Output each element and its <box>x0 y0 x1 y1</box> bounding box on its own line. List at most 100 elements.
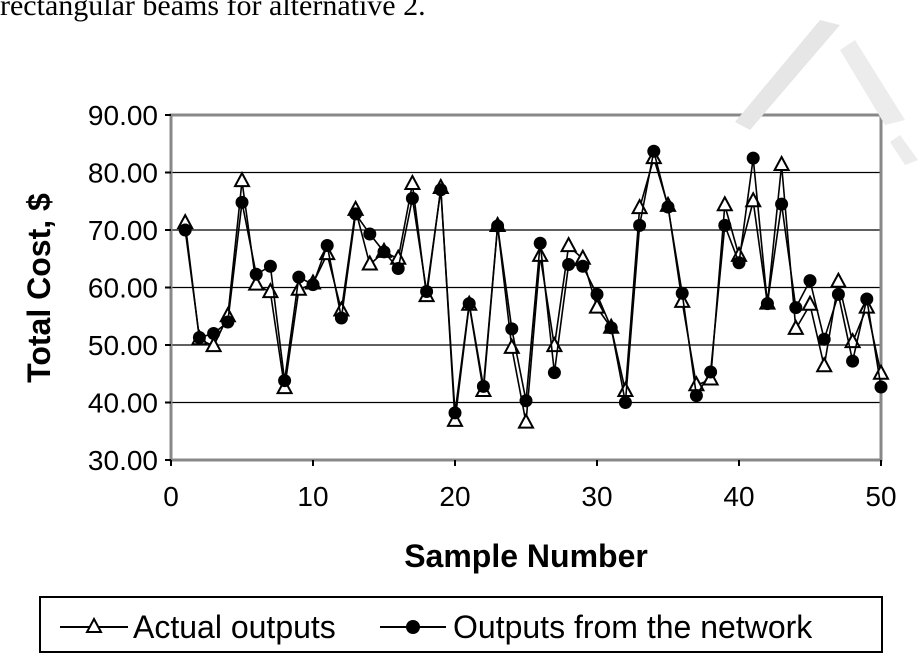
data-point-triangle <box>517 412 535 429</box>
data-point-circle <box>334 311 348 325</box>
series-layer <box>176 144 890 429</box>
data-point-triangle <box>815 356 833 373</box>
data-point-circle <box>434 183 448 197</box>
data-point-circle <box>420 285 434 299</box>
data-point-circle <box>732 256 746 270</box>
x-tick-label: 0 <box>163 481 179 512</box>
legend: Actual outputs Outputs from the network <box>39 596 883 653</box>
data-point-triangle <box>446 410 464 427</box>
data-point-circle <box>363 227 377 241</box>
legend-box <box>39 596 883 653</box>
data-point-circle <box>760 297 774 311</box>
data-point-triangle <box>531 245 549 262</box>
data-point-circle <box>491 219 505 233</box>
data-point-circle <box>590 287 604 301</box>
data-point-triangle <box>801 294 819 311</box>
y-axis-label: Total Cost, $ <box>21 193 57 383</box>
legend-marker-circle <box>406 620 420 634</box>
y-tick-label: 70.00 <box>88 215 158 246</box>
y-axis-ticks: 30.00 40.00 50.00 60.00 70.00 80.00 90.00 <box>88 100 171 476</box>
data-point-circle <box>306 278 320 292</box>
data-point-triangle <box>716 195 734 212</box>
data-point-circle <box>505 322 519 336</box>
data-point-circle <box>817 332 831 346</box>
data-point-triangle <box>261 281 280 299</box>
x-tick-label: 50 <box>865 481 896 512</box>
y-tick-label: 30.00 <box>88 445 158 476</box>
legend-marker-triangle <box>85 616 103 633</box>
data-point-circle <box>647 144 661 158</box>
data-point-circle <box>377 245 391 259</box>
data-point-circle <box>547 366 561 380</box>
x-tick-label: 40 <box>723 481 754 512</box>
y-tick-label: 80.00 <box>88 158 158 189</box>
data-point-circle <box>860 292 874 306</box>
x-tick-label: 20 <box>439 481 470 512</box>
data-point-circle <box>278 374 292 388</box>
intro-text: rectangular beams for alternative 2. <box>0 0 426 22</box>
x-axis-ticks: 0 10 20 30 40 50 <box>163 460 897 512</box>
y-tick-label: 50.00 <box>88 330 158 361</box>
grid-lines <box>171 171 881 404</box>
data-point-triangle <box>872 363 890 380</box>
data-point-circle <box>235 195 249 209</box>
y-tick-label: 90.00 <box>88 100 158 131</box>
data-point-triangle <box>772 154 791 172</box>
data-point-circle <box>192 331 206 345</box>
x-tick-label: 10 <box>297 481 328 512</box>
data-point-triangle <box>673 291 691 308</box>
data-point-triangle <box>233 171 251 188</box>
data-point-triangle <box>204 336 223 353</box>
y-tick-label: 60.00 <box>88 273 158 304</box>
data-point-circle <box>633 218 647 232</box>
data-point-triangle <box>787 318 805 335</box>
legend-label-network: Outputs from the network <box>453 609 813 645</box>
data-point-circle <box>476 379 490 393</box>
data-point-circle <box>775 197 789 211</box>
data-point-circle <box>221 315 235 329</box>
data-point-circle <box>661 200 675 214</box>
data-point-triangle <box>858 297 876 314</box>
data-point-triangle <box>361 254 379 271</box>
data-point-circle <box>576 259 590 273</box>
data-point-circle <box>178 223 192 237</box>
data-point-circle <box>562 258 576 271</box>
data-point-circle <box>462 297 476 311</box>
data-point-triangle <box>588 297 606 314</box>
data-point-circle <box>746 151 760 165</box>
data-point-circle <box>689 389 703 403</box>
x-tick-label: 30 <box>581 481 612 512</box>
data-point-circle <box>207 327 221 340</box>
data-point-triangle <box>829 271 848 288</box>
data-point-triangle <box>403 173 422 190</box>
data-point-circle <box>618 396 632 409</box>
data-point-circle <box>704 365 718 379</box>
data-point-circle <box>391 262 405 276</box>
data-point-circle <box>349 207 363 221</box>
data-point-triangle <box>247 274 265 291</box>
data-point-circle <box>803 274 817 288</box>
series-network <box>178 144 888 420</box>
data-point-circle <box>874 380 888 394</box>
data-point-circle <box>263 259 277 273</box>
data-point-circle <box>292 270 306 284</box>
data-point-triangle <box>559 235 578 253</box>
data-point-circle <box>846 354 860 368</box>
legend-label-actual: Actual outputs <box>133 609 336 645</box>
x-axis-label: Sample Number <box>404 538 648 574</box>
data-point-triangle <box>290 279 308 296</box>
data-point-circle <box>718 218 732 232</box>
data-point-circle <box>249 267 263 281</box>
data-point-circle <box>831 287 845 301</box>
data-point-circle <box>320 239 334 253</box>
data-point-circle <box>533 236 547 250</box>
data-point-circle <box>789 301 803 315</box>
data-point-circle <box>448 406 462 420</box>
data-point-circle <box>405 191 419 205</box>
data-point-circle <box>519 394 533 408</box>
data-point-circle <box>675 286 689 300</box>
series-line <box>184 151 882 413</box>
y-tick-label: 40.00 <box>88 388 158 419</box>
data-point-circle <box>604 321 618 335</box>
